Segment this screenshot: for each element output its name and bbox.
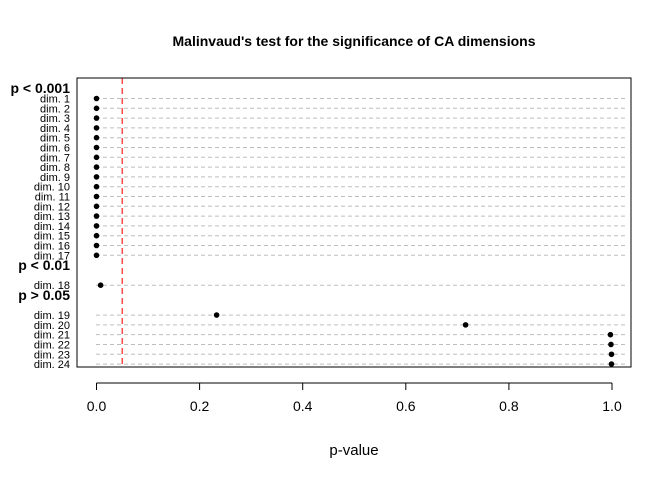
row-label: dim. 6: [40, 143, 70, 155]
data-points: [93, 95, 615, 367]
grid-lines: [96, 98, 628, 365]
row-label: dim. 15: [34, 231, 70, 243]
row-label: dim. 23: [34, 349, 70, 361]
row-label: dim. 4: [40, 123, 70, 135]
chart-title: Malinvaud's test for the significance of…: [173, 33, 536, 49]
data-point: [93, 134, 100, 141]
row-label: dim. 14: [34, 221, 70, 233]
x-axis: 0.0 0.2 0.4 0.6 0.8 1.0: [87, 382, 622, 414]
row-label: dim. 5: [40, 133, 70, 145]
data-point: [608, 351, 615, 358]
x-tick-label: 0.8: [499, 398, 519, 414]
row-label: dim. 18: [34, 280, 70, 292]
data-point: [608, 341, 614, 348]
row-label: dim. 12: [34, 201, 70, 213]
data-point: [93, 95, 100, 102]
row-label: dim. 16: [34, 241, 70, 253]
data-point: [93, 193, 100, 200]
group-label: p > 0.05: [18, 287, 70, 303]
row-label: dim. 2: [40, 103, 70, 115]
data-point: [607, 331, 614, 338]
data-point: [97, 282, 104, 288]
row-label: dim. 1: [40, 94, 70, 106]
data-point: [93, 183, 100, 190]
x-tick-label: 1.0: [602, 398, 622, 414]
data-point: [93, 105, 100, 112]
data-point: [93, 125, 100, 131]
row-label: dim. 9: [40, 172, 70, 184]
data-point: [93, 223, 100, 229]
row-label: dim. 24: [34, 359, 70, 371]
data-point: [93, 242, 100, 249]
data-point: [93, 252, 100, 259]
row-label: dim. 7: [40, 152, 70, 164]
data-point: [93, 154, 100, 161]
x-tick-label: 0.0: [87, 398, 107, 414]
x-tick-label: 0.4: [293, 398, 313, 414]
row-label: dim. 3: [40, 113, 70, 125]
row-label: dim. 21: [34, 330, 70, 342]
row-label: dim. 8: [40, 162, 70, 174]
data-point: [93, 164, 100, 170]
data-point: [93, 115, 100, 121]
row-label: dim. 11: [35, 192, 70, 204]
row-label: dim. 22: [34, 339, 70, 351]
data-point: [93, 174, 100, 180]
group-label: p < 0.001: [10, 80, 70, 96]
row-label: dim. 10: [34, 182, 70, 194]
data-point: [462, 322, 469, 328]
row-label: dim. 19: [34, 310, 70, 322]
group-label: p < 0.01: [18, 257, 70, 273]
x-tick-label: 0.6: [396, 398, 416, 414]
data-point: [93, 144, 100, 151]
group-labels: p < 0.001 p < 0.01 p > 0.05: [10, 80, 70, 303]
row-label: dim. 20: [34, 320, 70, 332]
x-axis-label: p-value: [329, 442, 378, 459]
plot-frame: [76, 77, 632, 368]
data-point: [93, 203, 100, 210]
data-point: [213, 312, 220, 318]
data-point: [93, 232, 100, 239]
row-label: dim. 17: [34, 250, 70, 262]
x-tick-label: 0.2: [190, 398, 210, 414]
row-label: dim. 13: [34, 211, 70, 223]
data-point: [608, 361, 615, 367]
data-point: [93, 213, 100, 219]
